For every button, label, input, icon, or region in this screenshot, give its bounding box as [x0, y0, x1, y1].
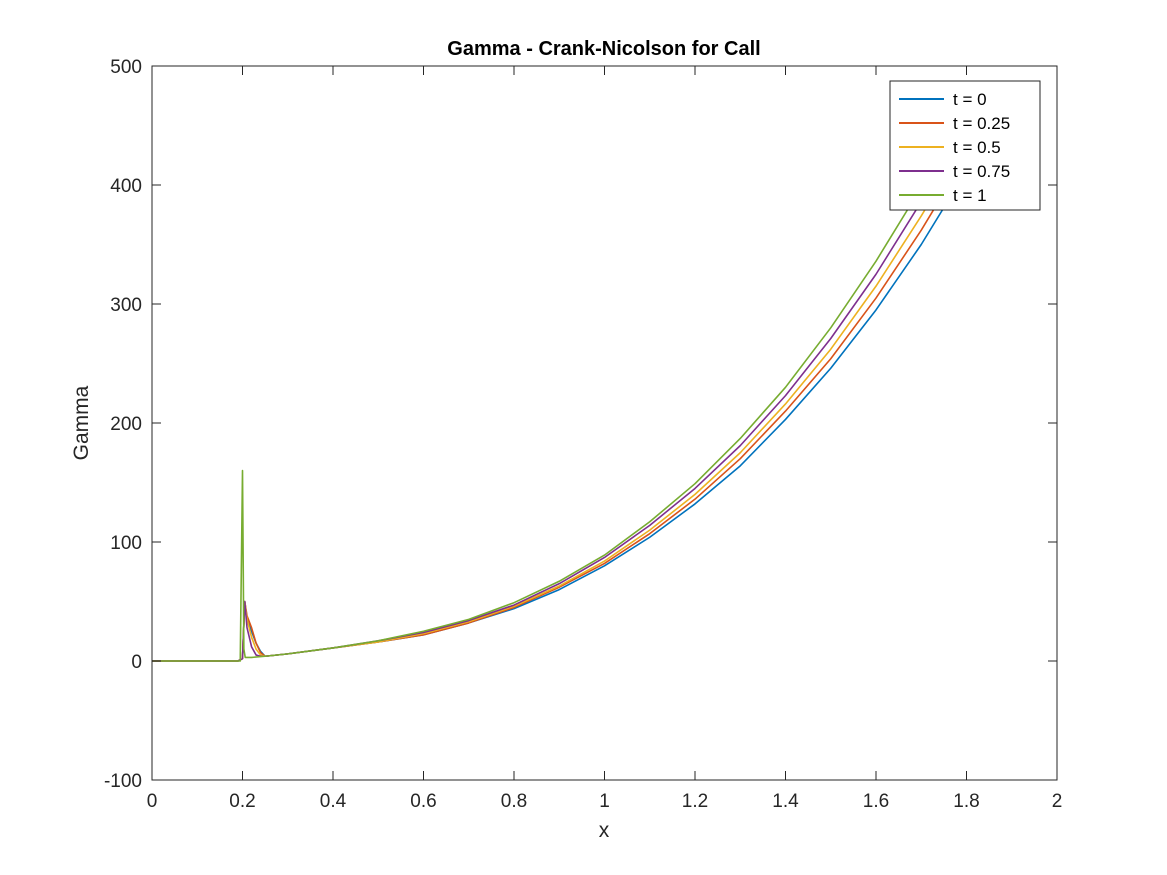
x-tick-label: 1.8	[953, 791, 979, 812]
y-tick-label: 100	[110, 533, 142, 554]
y-tick-label: 400	[110, 176, 142, 197]
series-line-1	[152, 140, 977, 662]
legend-entry-2: t = 0.5	[953, 138, 1001, 157]
axis-ticks: 0 0.2 0.4 0.6 0.8 1 1.2 1.4 1.6 1.8 2-100010020030…	[104, 57, 1062, 812]
y-tick-label: 300	[110, 295, 142, 316]
legend: t = 0 t = 0.25 t = 0.5 t = 0.75 t = 1	[889, 80, 1041, 211]
x-axis-label: x	[599, 819, 610, 842]
x-tick-label: 0	[147, 791, 158, 812]
chart-title: Gamma - Crank-Nicolson for Call	[447, 38, 760, 60]
x-tick-label: 0.2	[229, 791, 255, 812]
x-tick-label: 1.6	[863, 791, 889, 812]
legend-entry-4: t = 1	[953, 186, 987, 205]
x-tick-label: 0.4	[320, 791, 347, 812]
y-tick-label: 200	[110, 414, 142, 435]
x-tick-label: 0.8	[501, 791, 527, 812]
y-tick-label: -100	[104, 771, 142, 792]
y-tick-label: 0	[131, 652, 142, 673]
x-tick-label: 1	[599, 791, 610, 812]
series-line-4	[152, 140, 950, 662]
series-lines	[152, 140, 986, 662]
legend-box	[889, 80, 1041, 211]
x-tick-label: 1.4	[772, 791, 799, 812]
y-tick-label: 500	[110, 57, 142, 78]
x-tick-label: 0.6	[410, 791, 436, 812]
legend-entry-0: t = 0	[953, 90, 987, 109]
legend-entry-3: t = 0.75	[953, 162, 1010, 181]
series-line-3	[152, 140, 959, 662]
axes-box	[151, 65, 1058, 781]
y-axis-label: Gamma	[70, 385, 93, 460]
legend-entry-1: t = 0.25	[953, 114, 1010, 133]
x-tick-label: 1.2	[682, 791, 708, 812]
x-tick-label: 2	[1052, 791, 1063, 812]
